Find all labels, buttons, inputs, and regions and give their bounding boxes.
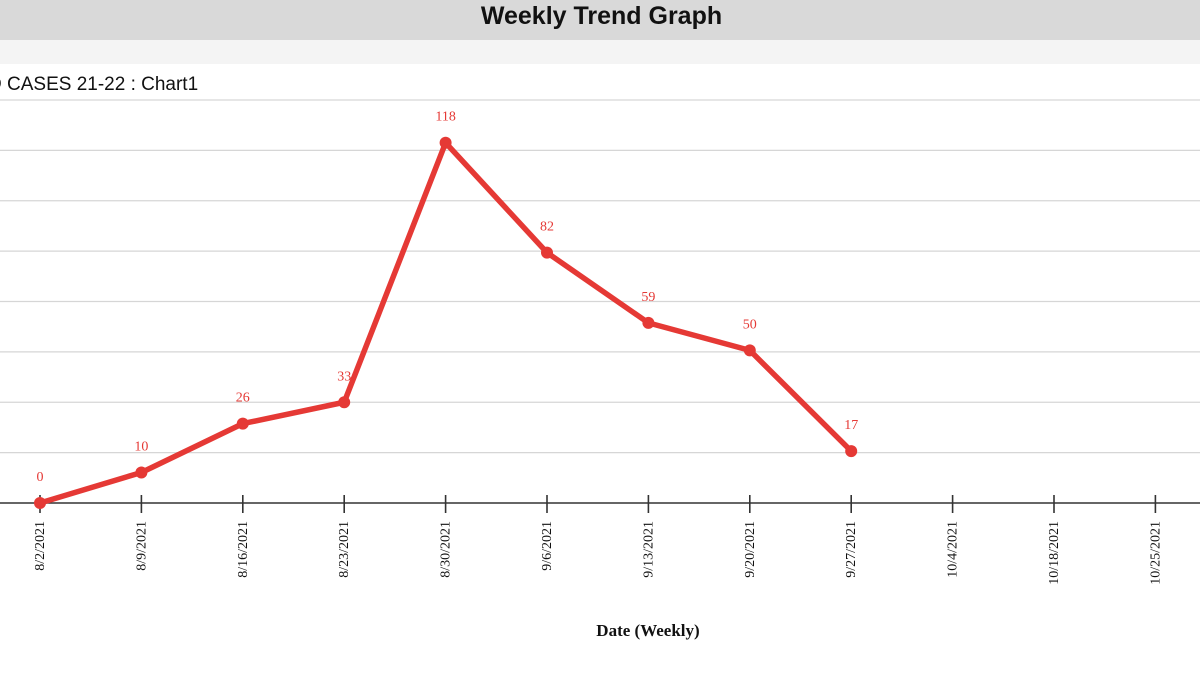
data-point xyxy=(439,136,452,149)
data-label: 26 xyxy=(236,391,250,406)
data-labels: 0 10 26 33 118 82 59 50 17 xyxy=(37,110,859,485)
data-point xyxy=(642,316,655,329)
data-label: 118 xyxy=(435,110,455,125)
x-tick-label: 8/30/2021 xyxy=(439,521,454,578)
data-point xyxy=(845,445,858,458)
x-tick-label: 10/4/2021 xyxy=(946,521,961,578)
page-title: Weekly Trend Graph xyxy=(480,2,723,30)
series-layer xyxy=(34,136,858,509)
x-tick-label: 8/2/2021 xyxy=(33,521,48,571)
gridlines xyxy=(0,99,1200,454)
x-tick-label: 10/18/2021 xyxy=(1047,521,1062,585)
data-point xyxy=(743,344,756,357)
x-tick-label: 9/13/2021 xyxy=(641,521,656,578)
data-point xyxy=(338,396,351,409)
data-label: 10 xyxy=(134,439,148,454)
x-tick-label: 8/16/2021 xyxy=(236,521,251,578)
data-point xyxy=(541,246,553,259)
x-axis: 8/2/2021 8/9/2021 8/16/2021 8/23/2021 8/30/2… xyxy=(0,495,1200,585)
data-label: 59 xyxy=(641,290,655,305)
header-bar: Weekly Trend Graph xyxy=(0,0,1200,40)
chart-caption: D CASES 21-22 : Chart1 xyxy=(0,74,199,95)
series-line xyxy=(37,139,854,506)
data-point xyxy=(236,417,249,430)
x-tick-label: 10/25/2021 xyxy=(1148,521,1163,585)
x-tick-label: 9/20/2021 xyxy=(743,521,758,578)
data-label: 82 xyxy=(540,220,554,235)
x-axis-title: Date (Weekly) xyxy=(596,621,699,640)
data-label: 17 xyxy=(844,418,858,433)
x-tick-label: 9/27/2021 xyxy=(844,521,859,578)
x-tick-label: 8/23/2021 xyxy=(337,521,352,578)
data-point xyxy=(135,466,148,479)
data-point xyxy=(34,497,46,509)
data-label: 0 xyxy=(37,470,44,485)
subheader-strip xyxy=(0,40,1200,64)
data-label: 33 xyxy=(337,369,351,384)
x-tick-label: 9/6/2021 xyxy=(540,521,555,571)
x-tick-label: 8/9/2021 xyxy=(134,521,149,571)
data-label: 50 xyxy=(743,317,757,332)
